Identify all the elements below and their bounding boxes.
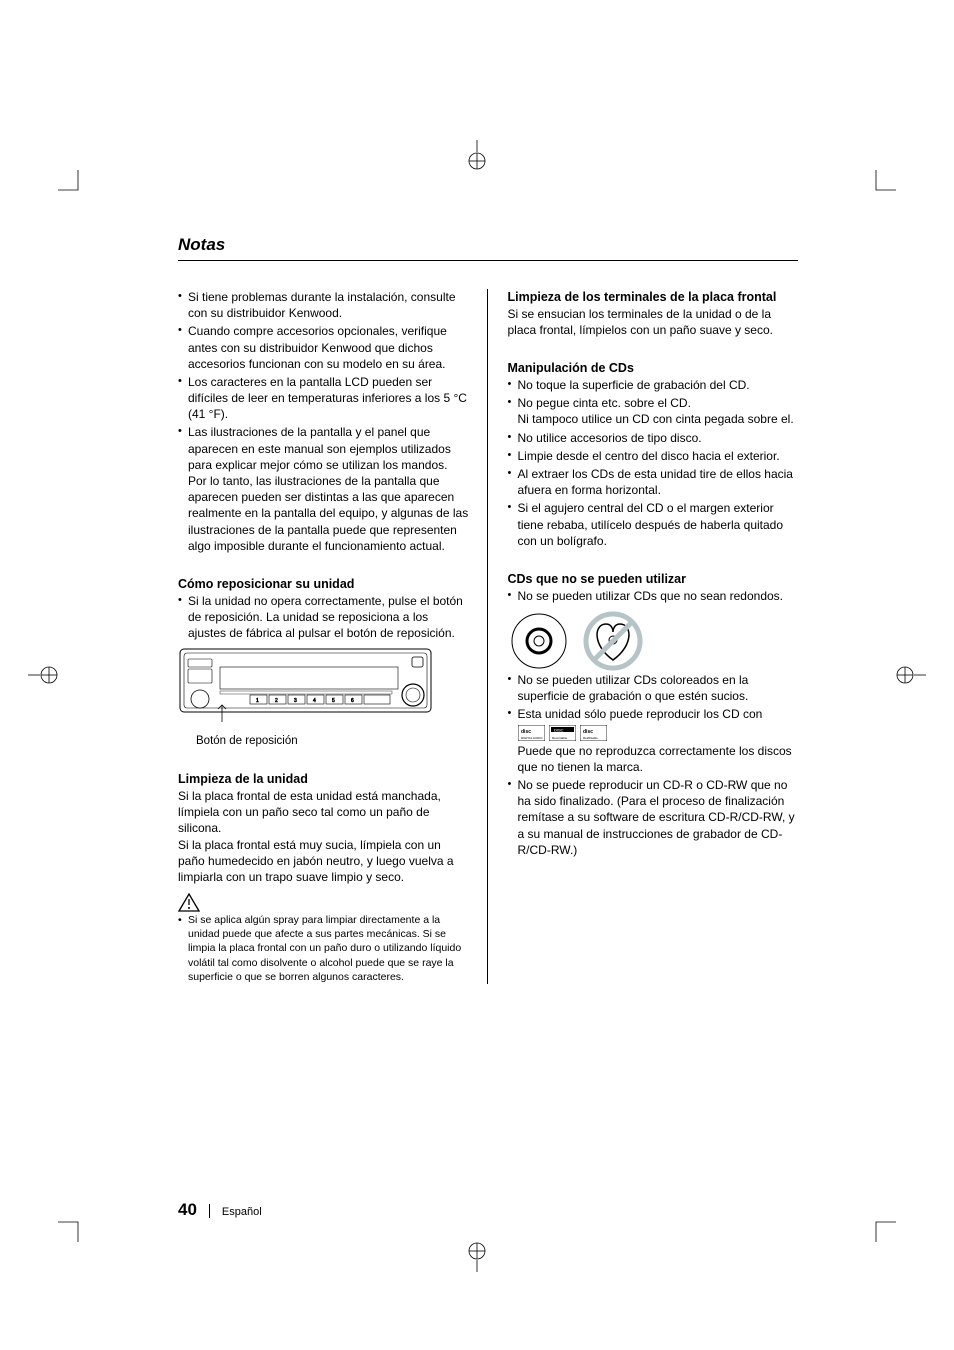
crop-mark-top (461, 140, 493, 172)
page-content: Notas Si tiene problemas durante la inst… (178, 234, 798, 984)
svg-text:Recordable: Recordable (552, 736, 568, 740)
cd-unusable-item: No se puede reproducir un CD-R o CD-RW q… (508, 777, 799, 858)
cleaning-p1: Si la placa frontal de esta unidad está … (178, 788, 469, 837)
reset-caption: Botón de reposición (196, 734, 469, 750)
intro-item: Si tiene problemas durante la instalació… (178, 289, 469, 321)
cd-unusable-list: No se pueden utilizar CDs coloreados en … (508, 672, 799, 858)
svg-text:1: 1 (256, 698, 259, 704)
title-row: Notas (178, 234, 798, 261)
right-column: Limpieza de los terminales de la placa f… (508, 289, 799, 984)
crop-mark-left (28, 659, 60, 691)
cd-unusable-item: Esta unidad sólo puede reproducir los CD… (508, 706, 799, 775)
caution-icon (178, 893, 469, 913)
intro-item: Cuando compre accesorios opcionales, ver… (178, 323, 469, 372)
svg-text:5: 5 (332, 698, 335, 704)
svg-text:disc: disc (521, 729, 531, 735)
cd-unusable-heading: CDs que no se pueden utilizar (508, 571, 799, 588)
svg-text:2: 2 (275, 698, 278, 704)
page-footer: 40 Español (178, 1199, 262, 1222)
svg-text:ReWritable: ReWritable (583, 736, 598, 740)
corner-mark (58, 170, 98, 210)
radio-figure: 1 2 3 4 5 6 Botón de reposición (178, 647, 469, 749)
cd-unusable-text: Puede que no reproduzca correctamente lo… (518, 744, 792, 774)
terminals-heading: Limpieza de los terminales de la placa f… (508, 289, 799, 306)
heart-disc-banned-icon (582, 610, 644, 672)
disc-logos: discDIGITAL AUDIO DISCRecordable discReW… (518, 725, 799, 741)
svg-text:DIGITAL AUDIO: DIGITAL AUDIO (521, 736, 543, 740)
intro-item: Las ilustraciones de la pantalla y el pa… (178, 424, 469, 554)
cleaning-heading: Limpieza de la unidad (178, 771, 469, 788)
svg-text:4: 4 (313, 698, 316, 704)
svg-text:DISC: DISC (554, 727, 564, 732)
intro-list: Si tiene problemas durante la instalació… (178, 289, 469, 554)
cleaning-p2: Si la placa frontal está muy sucia, límp… (178, 837, 469, 886)
disc-figure-row (508, 610, 799, 672)
reset-bullet: Si la unidad no opera correctamente, pul… (178, 593, 469, 642)
cd-handling-heading: Manipulación de CDs (508, 360, 799, 377)
round-disc-icon (508, 610, 570, 672)
terminals-body: Si se ensucian los terminales de la unid… (508, 306, 799, 338)
cd-handling-item: Si el agujero central del CD o el margen… (508, 500, 799, 549)
cd-handling-item: No pegue cinta etc. sobre el CD. Ni tamp… (508, 395, 799, 427)
cd-handling-item: Al extraer los CDs de esta unidad tire d… (508, 466, 799, 498)
reset-list: Si la unidad no opera correctamente, pul… (178, 593, 469, 642)
cd-handling-item: Limpie desde el centro del disco hacia e… (508, 448, 799, 464)
crop-mark-bottom (461, 1240, 493, 1272)
cd-unusable-lead: No se pueden utilizar CDs que no sean re… (508, 588, 799, 604)
cleaning-warning: Si se aplica algún spray para limpiar di… (178, 913, 469, 984)
cd-unusable-item: No se pueden utilizar CDs coloreados en … (508, 672, 799, 704)
cd-handling-item: No utilice accesorios de tipo disco. (508, 430, 799, 446)
page-number: 40 (178, 1199, 197, 1222)
cd-unusable-text: Esta unidad sólo puede reproducir los CD… (518, 707, 763, 721)
footer-separator (209, 1204, 210, 1218)
page-title: Notas (178, 234, 798, 257)
intro-item: Los caracteres en la pantalla LCD pueden… (178, 374, 469, 423)
corner-mark (856, 1202, 896, 1242)
left-column: Si tiene problemas durante la instalació… (178, 289, 488, 984)
cd-handling-item: No toque la superficie de grabación del … (508, 377, 799, 393)
svg-text:3: 3 (294, 698, 297, 704)
crop-mark-right (894, 659, 926, 691)
svg-text:disc: disc (583, 729, 593, 735)
cd-handling-list: No toque la superficie de grabación del … (508, 377, 799, 549)
cd-unusable-lead-list: No se pueden utilizar CDs que no sean re… (508, 588, 799, 604)
corner-mark (58, 1202, 98, 1242)
footer-language: Español (222, 1205, 262, 1220)
svg-text:6: 6 (351, 698, 354, 704)
reset-heading: Cómo reposicionar su unidad (178, 576, 469, 593)
corner-mark (856, 170, 896, 210)
